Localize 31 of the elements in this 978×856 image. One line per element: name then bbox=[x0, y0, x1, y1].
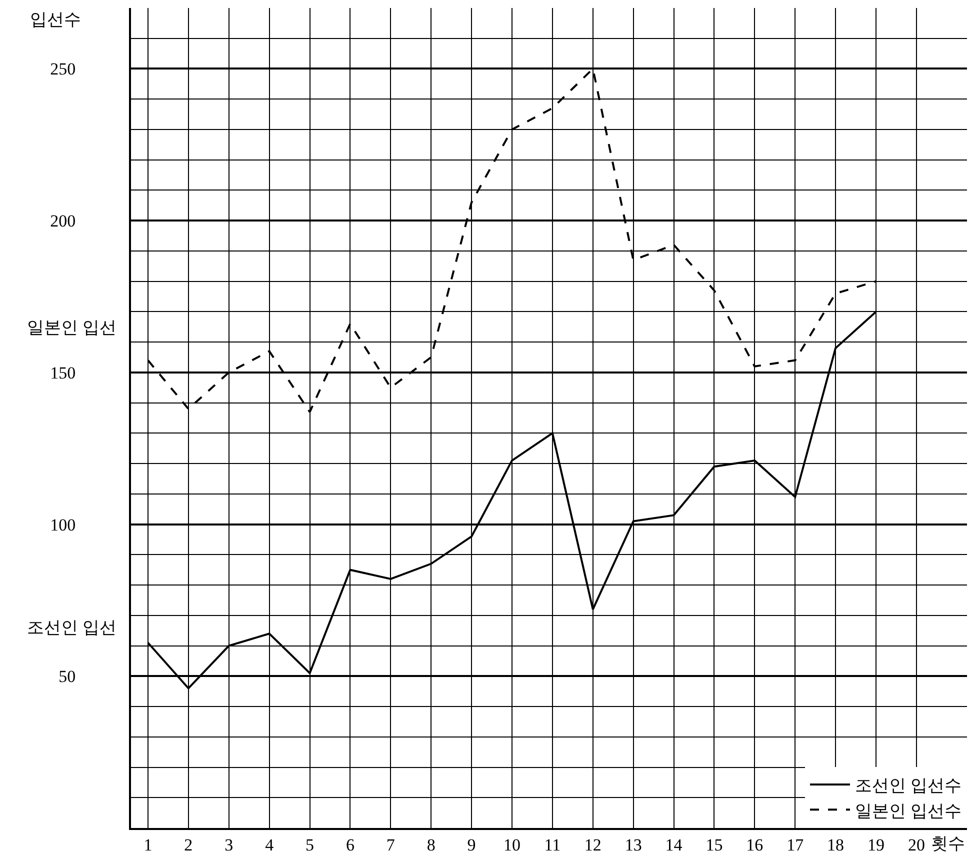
y-axis-title: 입선수 bbox=[30, 10, 81, 29]
x-tick-label: 14 bbox=[665, 835, 683, 854]
y-tick-label: 50 bbox=[58, 667, 76, 686]
x-tick-label: 7 bbox=[386, 835, 396, 854]
x-tick-label: 1 bbox=[144, 835, 152, 854]
x-tick-label: 13 bbox=[624, 835, 642, 854]
x-tick-label: 17 bbox=[786, 835, 804, 854]
y-tick-label: 250 bbox=[50, 60, 76, 79]
x-tick-label: 10 bbox=[503, 835, 520, 854]
x-tick-label: 5 bbox=[306, 835, 314, 854]
x-tick-label: 9 bbox=[467, 835, 476, 854]
x-tick-label: 15 bbox=[706, 835, 723, 854]
x-tick-label: 19 bbox=[868, 835, 884, 854]
x-tick-label: 8 bbox=[426, 835, 436, 854]
x-axis-title: 횟수 bbox=[931, 834, 965, 853]
text: 조선인 입선 bbox=[27, 618, 116, 637]
x-tick-label: 16 bbox=[746, 835, 764, 854]
x-tick-label: 6 bbox=[346, 835, 354, 854]
x-tick-label: 2 bbox=[184, 835, 193, 854]
y-tick-label: 200 bbox=[50, 212, 76, 231]
text: 일본인 입선 bbox=[27, 318, 116, 337]
x-tick-label: 3 bbox=[224, 835, 234, 854]
y-tick-label: 150 bbox=[50, 363, 76, 382]
legend-label: 일본인 입선수 bbox=[855, 801, 962, 820]
x-tick-label: 11 bbox=[544, 835, 561, 854]
x-tick-label: 4 bbox=[265, 835, 274, 854]
x-tick-label: 18 bbox=[827, 835, 844, 854]
x-tick-label: 20 bbox=[908, 835, 925, 854]
x-tick-label: 12 bbox=[584, 835, 602, 854]
y-tick-label: 100 bbox=[50, 515, 76, 534]
legend-label: 조선인 입선수 bbox=[855, 776, 962, 796]
